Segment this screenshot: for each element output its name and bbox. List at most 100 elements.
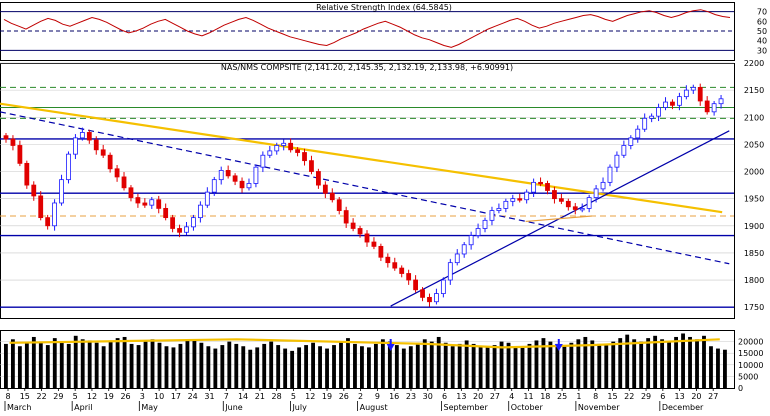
candle-body [461,244,467,255]
candle-body [204,191,210,206]
volume-bar [17,346,22,388]
volume-bar [108,341,113,388]
x-day-label: 1 [576,392,581,401]
volume-bar [569,342,574,388]
volume-bar [297,347,302,388]
candle-body [274,145,280,152]
candle-body [336,199,342,211]
volume-bar [436,336,441,388]
x-day-label: 12 [87,392,97,401]
candle-body [24,162,30,186]
x-day-label: 14 [238,392,248,401]
candle-body [503,200,509,209]
volume-bar [401,348,406,388]
candle-body [163,208,169,219]
volume-frame [0,330,735,389]
candle-body [677,96,682,106]
x-day-label: 21 [255,392,265,401]
price-y-tick-label: 2150 [744,86,764,95]
volume-bar [583,336,588,388]
volume-bar [520,347,525,388]
candle-body [558,198,564,202]
x-day-label: 20 [473,392,483,401]
volume-bar [695,339,699,388]
volume-bar [283,348,288,388]
volume-bar [311,342,315,388]
candle-body [683,89,689,98]
volume-bar [346,338,350,388]
price-title: NAS/NMS COMPSITE (2,141.20, 2,145.35, 2,… [221,63,513,72]
x-day-label: 6 [660,392,665,401]
volume-y-tick-label: 5000 [738,372,758,381]
candle-body [10,138,16,146]
volume-bar [660,339,665,388]
x-day-label: 7 [224,392,229,401]
volume-bar [87,340,92,388]
volume-bar [548,341,553,388]
candle-body [73,137,78,155]
x-day-label: 11 [523,392,533,401]
candle-body [260,154,266,168]
x-day-label: 23 [406,392,416,401]
volume-bar [192,339,197,388]
price-y-tick-label: 1750 [744,303,764,312]
volume-bar [241,346,246,388]
volume-bar [604,345,609,388]
candle-body [718,98,724,105]
candle-body [107,154,113,170]
volume-bar [59,341,64,388]
x-month-label: September [444,403,489,412]
candle-body [149,199,155,206]
candle-body [135,197,141,204]
price-y-tick-label: 1900 [744,222,764,231]
candle-body [565,200,571,208]
candle-body [218,170,224,181]
candle-body [309,160,314,172]
candle-body [253,166,259,184]
volume-bar [157,342,162,388]
x-day-label: 31 [204,392,214,401]
volume-bar [576,339,581,388]
candle-body [649,115,655,119]
volume-bar [688,336,692,388]
volume-bar [248,349,253,388]
candle-body [364,233,370,243]
candle-body [385,256,391,264]
candle-body [670,101,675,106]
volume-bar [94,342,99,388]
x-day-label: 27 [490,392,500,401]
volume-bar [360,346,364,388]
volume-bar [227,341,232,388]
volume-bar [73,335,78,388]
candle-body [642,117,648,130]
candle-body [524,191,530,201]
price-y-tick-label: 1800 [744,276,764,285]
x-day-label: 19 [322,392,332,401]
volume-bar [632,339,637,388]
candle-body [600,181,606,190]
volume-bar [723,349,727,388]
volume-bar [667,341,672,388]
volume-y-tick-label: 0 [738,384,743,393]
volume-bar [562,346,567,388]
volume-bar [674,336,678,388]
candle-body [496,208,502,211]
candle-body [607,166,613,183]
volume-bar [80,339,85,388]
candle-body [399,267,405,274]
volume-trendline [9,338,720,349]
rsi-line [3,9,731,48]
x-day-label: 16 [389,392,399,401]
x-month-label: November [578,403,620,412]
volume-bar [143,341,148,388]
volume-bar [206,346,211,388]
rsi-y-tick-label: 60 [757,17,767,26]
candle-body [17,145,23,164]
price-frame [0,63,735,319]
volume-bar [353,343,357,388]
candle-body [343,210,349,224]
candle-body [475,228,481,236]
candle-body [482,219,488,229]
x-day-label: 10 [154,392,164,401]
x-month-label: December [662,403,704,412]
